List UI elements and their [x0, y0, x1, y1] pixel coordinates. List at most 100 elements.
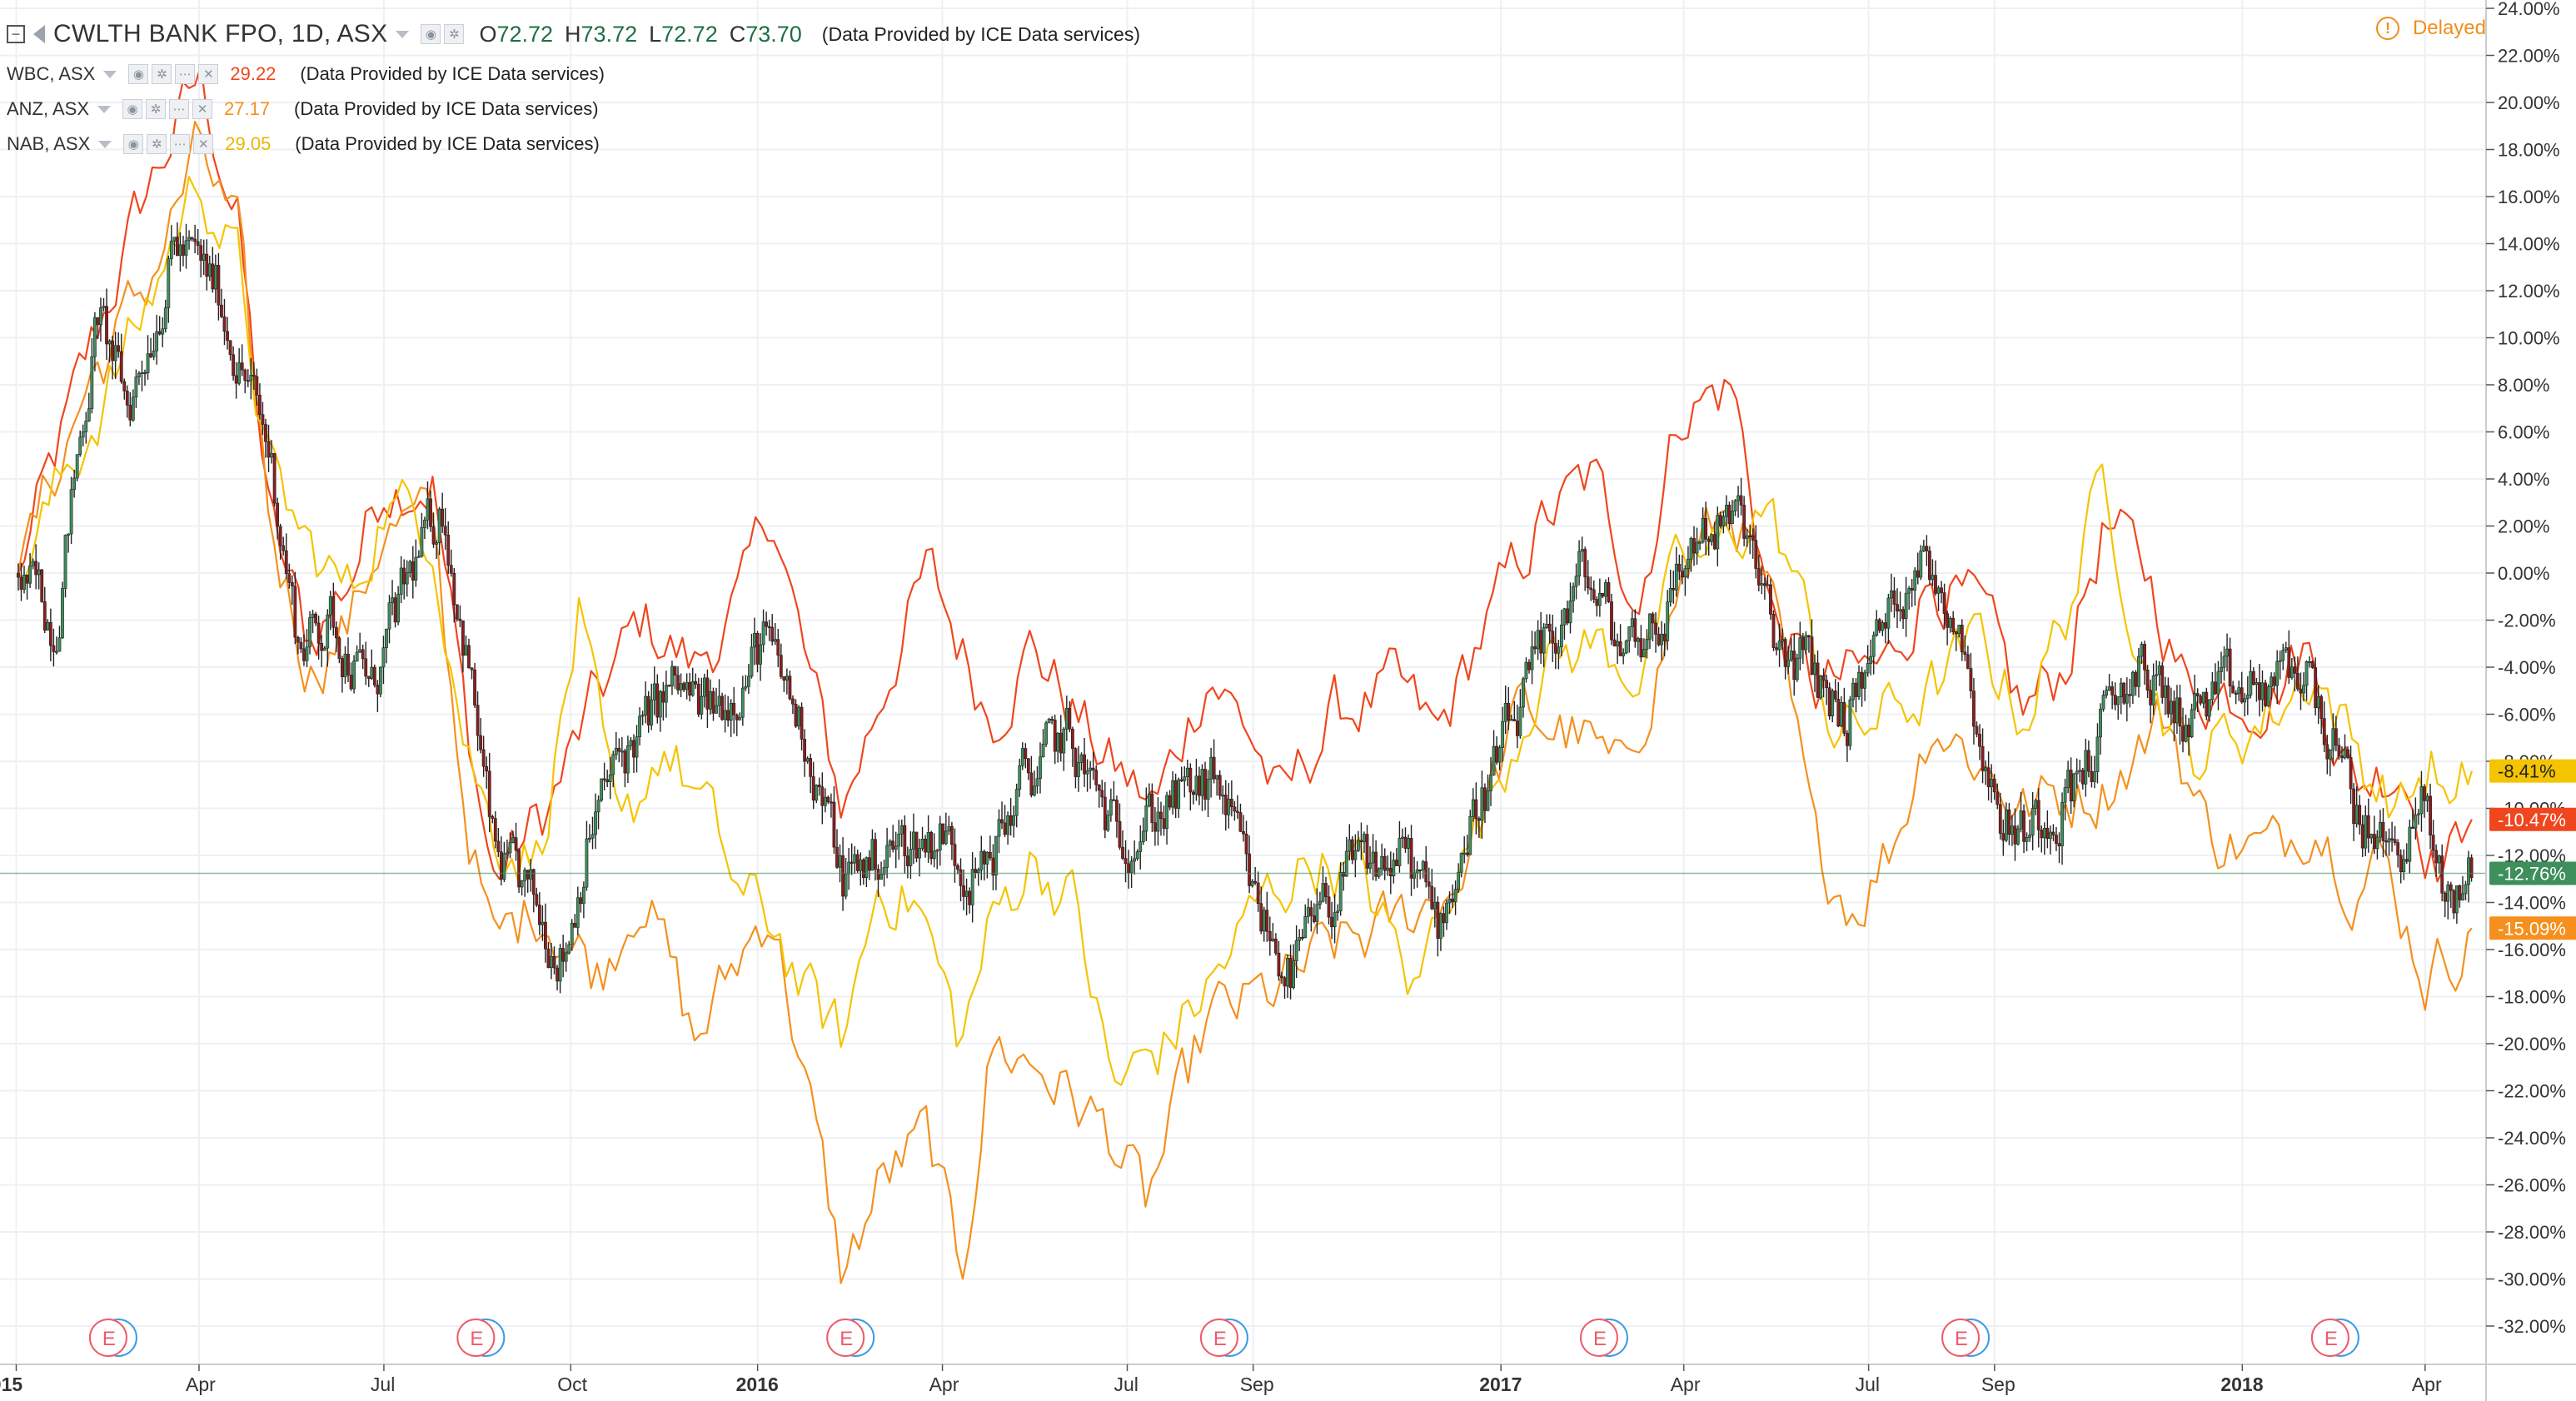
candle-body: [2419, 786, 2424, 815]
compare-symbol[interactable]: ANZ, ASX: [7, 98, 90, 119]
candle-body: [302, 648, 306, 661]
candle-body: [979, 850, 984, 870]
candle-body: [2214, 681, 2217, 695]
candle-body: [709, 691, 712, 710]
gear-icon[interactable]: ✲: [146, 99, 167, 119]
candle-body: [640, 715, 645, 717]
candle-body: [1969, 668, 1973, 691]
candle-body: [694, 681, 698, 685]
candle-body: [729, 702, 733, 721]
candle-body: [1630, 618, 1634, 627]
candle-body: [2069, 770, 2073, 802]
chevron-down-icon[interactable]: [97, 105, 112, 113]
candle-body: [1845, 733, 1849, 746]
candle-body: [1545, 623, 1549, 628]
candle-body: [2467, 857, 2470, 885]
candle-body: [1727, 505, 1731, 525]
candle-body: [732, 702, 736, 715]
candle-body: [146, 353, 150, 374]
candle-body: [1586, 576, 1590, 589]
more-icon[interactable]: ⋯: [170, 134, 191, 154]
candle-body: [441, 508, 445, 527]
eye-icon[interactable]: ◉: [123, 134, 144, 154]
more-icon[interactable]: ⋯: [175, 64, 196, 84]
candle-body: [985, 851, 989, 865]
chevron-down-icon[interactable]: [396, 30, 410, 38]
eye-icon[interactable]: ◉: [421, 24, 441, 44]
chevron-down-icon[interactable]: [98, 140, 112, 148]
gear-icon[interactable]: ✲: [147, 134, 167, 154]
candle-body: [1109, 799, 1113, 815]
close-icon[interactable]: ✕: [198, 64, 219, 84]
candle-body: [228, 340, 232, 356]
candle-body: [1875, 619, 1879, 636]
candle-body: [196, 241, 200, 247]
candle-body: [585, 838, 589, 888]
candle-body: [1934, 575, 1937, 594]
x-tick-label: 2018: [2220, 1374, 2263, 1395]
candle-body: [1179, 779, 1183, 781]
candle-body: [2072, 773, 2076, 802]
candle-body: [2328, 750, 2332, 760]
candle-body: [2025, 837, 2029, 842]
candle-body: [1356, 840, 1360, 851]
candle-body: [1807, 635, 1811, 638]
candle-body: [2057, 843, 2061, 846]
candle-body: [385, 628, 388, 649]
eye-icon[interactable]: ◉: [128, 64, 149, 84]
candle-body: [211, 263, 215, 290]
candle-body: [988, 851, 992, 859]
candle-body: [1921, 546, 1926, 551]
candle-body: [1135, 851, 1139, 860]
candle-body: [391, 597, 394, 603]
candle-body: [48, 621, 52, 646]
candle-body: [1542, 627, 1546, 654]
candle-body: [782, 676, 786, 681]
candle-body: [2387, 838, 2391, 843]
candle-body: [944, 830, 948, 845]
candle-body: [850, 861, 854, 864]
candle-body: [888, 840, 892, 846]
candle-body: [376, 685, 380, 695]
candle-body: [767, 626, 771, 628]
main-series-title[interactable]: CWLTH BANK FPO, 1D, ASX: [53, 20, 388, 47]
eye-icon[interactable]: ◉: [122, 99, 143, 119]
compare-symbol[interactable]: WBC, ASX: [7, 63, 96, 84]
compare-symbol[interactable]: NAB, ASX: [7, 133, 91, 154]
candle-body: [2299, 688, 2303, 694]
candle-body: [1710, 534, 1714, 542]
candle-body: [1074, 748, 1078, 777]
candle-body: [1756, 568, 1761, 586]
candle-body: [2281, 650, 2285, 661]
candle-body: [435, 542, 438, 545]
candle-body: [2308, 661, 2311, 664]
close-icon[interactable]: ✕: [192, 99, 213, 119]
gear-icon[interactable]: ✲: [152, 64, 172, 84]
candle-body: [19, 576, 23, 590]
last-value-label: -15.09%: [2498, 918, 2566, 939]
delayed-indicator[interactable]: ! Delayed: [2375, 17, 2486, 40]
candle-body: [358, 649, 362, 653]
candle-body: [982, 850, 986, 865]
candle-body: [1018, 765, 1022, 790]
candle-body: [1789, 651, 1793, 661]
candle-body: [1489, 775, 1492, 791]
flag-icon[interactable]: [33, 25, 45, 43]
candle-body: [947, 825, 951, 832]
candle-body: [81, 431, 85, 438]
gear-icon[interactable]: ✲: [444, 24, 465, 44]
last-value-badge: [2489, 916, 2576, 940]
candle-body: [405, 572, 409, 585]
candle-body: [493, 818, 497, 842]
chevron-down-icon[interactable]: [103, 70, 117, 78]
more-icon[interactable]: ⋯: [169, 99, 190, 119]
collapse-toggle-icon[interactable]: −: [7, 25, 25, 43]
candle-body: [1070, 729, 1074, 750]
y-tick-label: -6.00%: [2498, 705, 2556, 725]
candle-body: [1978, 734, 1981, 747]
candle-body: [237, 362, 242, 384]
candle-body: [2116, 696, 2120, 705]
candle-body: [479, 735, 483, 750]
close-icon[interactable]: ✕: [193, 134, 214, 154]
